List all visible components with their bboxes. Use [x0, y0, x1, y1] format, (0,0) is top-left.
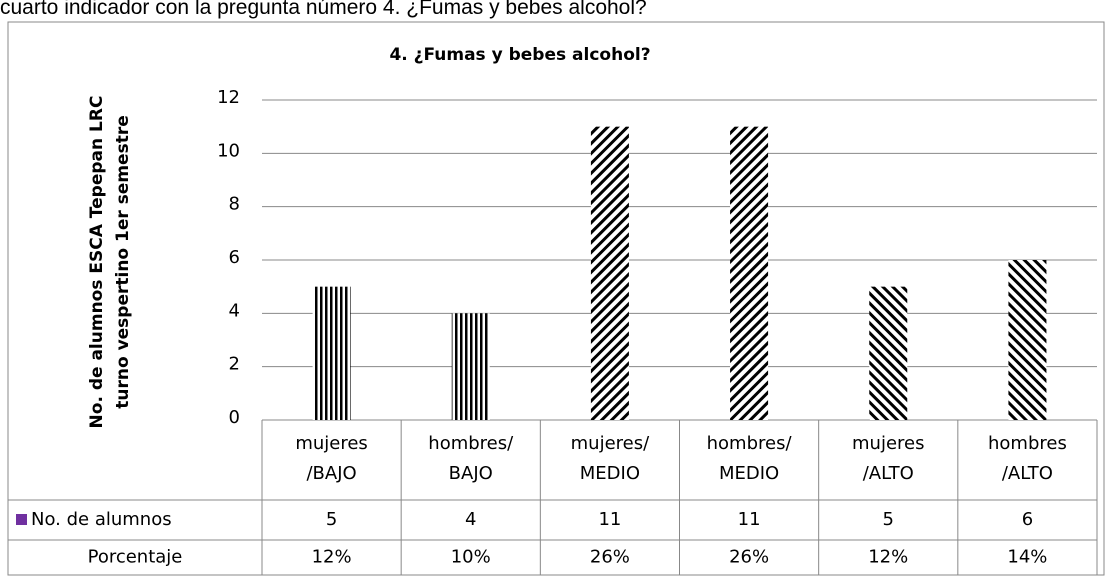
y-tick-label: 6 [229, 247, 240, 268]
y-tick-label: 4 [229, 300, 240, 321]
x-tick-label: hombres/ [707, 433, 793, 454]
y-tick-label: 2 [229, 354, 240, 375]
y-tick-label: 0 [229, 407, 240, 428]
x-tick-label: BAJO [449, 463, 493, 484]
y-tick-label: 10 [217, 140, 240, 161]
legend-swatch [16, 514, 27, 525]
y-axis-label: No. de alumnos ESCA Tepepan LRC [87, 96, 107, 429]
x-tick-label: hombres/ [428, 433, 514, 454]
table-cell: 4 [465, 509, 476, 530]
x-tick-label: MEDIO [580, 463, 640, 484]
x-tick-label: MEDIO [719, 463, 779, 484]
x-tick-label: /ALTO [863, 463, 914, 484]
y-tick-label: 12 [217, 87, 240, 108]
table-cell: 11 [598, 509, 621, 530]
chart-title: 4. ¿Fumas y bebes alcohol? [389, 45, 650, 65]
table-cell: 5 [883, 509, 894, 530]
bar [312, 286, 351, 420]
x-tick-label: mujeres/ [571, 433, 650, 454]
bar [1008, 260, 1047, 420]
bar [590, 126, 629, 421]
table-cell: 26% [729, 547, 769, 568]
caption: cuarto indicador con la pregunta número … [0, 0, 647, 19]
x-tick-label: /ALTO [1002, 463, 1053, 484]
legend-label: No. de alumnos [31, 509, 172, 530]
bar [451, 313, 490, 420]
y-axis-label: turno vespertino 1er semestre [113, 115, 133, 409]
table-cell: 11 [738, 509, 761, 530]
table-cell: 6 [1022, 509, 1033, 530]
x-tick-label: /BAJO [306, 463, 356, 484]
table-cell: 5 [326, 509, 337, 530]
table-cell: 10% [451, 547, 491, 568]
y-tick-label: 8 [229, 194, 240, 215]
table-cell: 12% [868, 547, 908, 568]
table-cell: 12% [312, 547, 352, 568]
table-cell: 14% [1007, 547, 1047, 568]
table-cell: 26% [590, 547, 630, 568]
x-tick-label: mujeres [852, 433, 924, 454]
bar [869, 286, 908, 420]
x-tick-label: mujeres [295, 433, 367, 454]
x-tick-label: hombres [988, 433, 1067, 454]
chart-frame [7, 21, 1105, 576]
bar [730, 126, 769, 421]
row-label: Porcentaje [88, 547, 183, 568]
